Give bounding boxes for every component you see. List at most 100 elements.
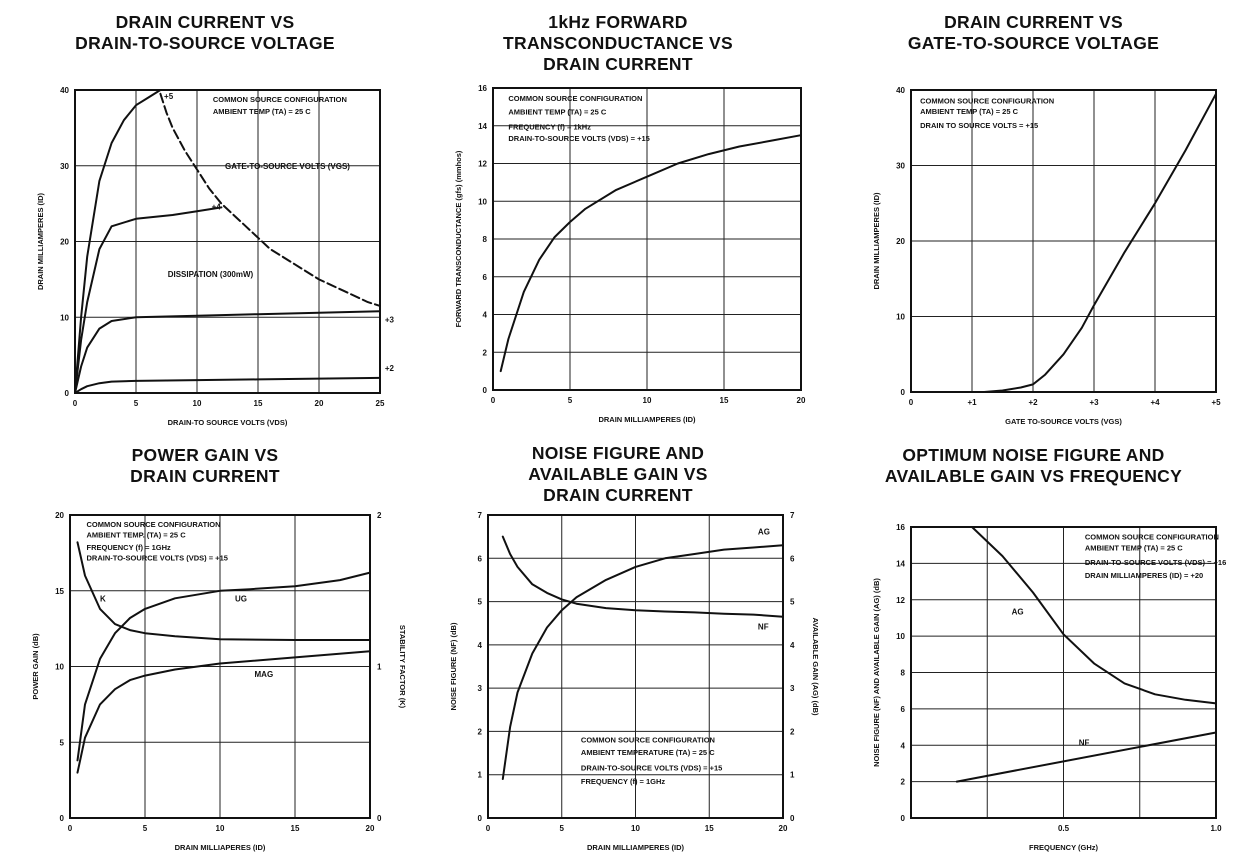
y-tick-label: 2 bbox=[478, 727, 483, 736]
y-tick-label: 30 bbox=[896, 162, 905, 171]
x-axis-label: DRAIN-TO SOURCE VOLTS (VDS) bbox=[168, 418, 288, 427]
y-tick-label: 3 bbox=[478, 684, 483, 693]
y-tick-label: 1 bbox=[478, 771, 483, 780]
chart-title: DRAIN CURRENT VS GATE-TO-SOURCE VOLTAGE bbox=[907, 12, 1160, 53]
chart-note: COMMON SOURCE CONFIGURATION bbox=[87, 520, 221, 529]
x-tick-label: 0 bbox=[73, 399, 78, 408]
y-right-tick-label: 2 bbox=[790, 727, 795, 736]
curve-label: GATE-TO-SOURCE VOLTS (VGS) bbox=[225, 162, 350, 171]
curve-label: NF bbox=[758, 623, 769, 632]
x-tick-label: 5 bbox=[134, 399, 139, 408]
y-tick-label: 20 bbox=[60, 238, 69, 247]
y-right-tick-label: 7 bbox=[790, 511, 795, 520]
y-tick-label: 12 bbox=[478, 160, 487, 169]
x-axis-label: DRAIN MILLIAMPERES (ID) bbox=[587, 843, 685, 852]
chart-panel-2: 1kHz FORWARD TRANSCONDUCTANCE VS DRAIN C… bbox=[413, 0, 823, 435]
y-tick-label: 10 bbox=[896, 313, 905, 322]
y-right-tick-label: 0 bbox=[377, 814, 382, 823]
x-tick-label: 0 bbox=[486, 824, 491, 833]
y-tick-label: 4 bbox=[483, 311, 488, 320]
x-tick-label: 20 bbox=[797, 396, 806, 405]
series-line bbox=[501, 535, 784, 618]
curve-label: +3 bbox=[385, 316, 395, 325]
y-tick-label: 10 bbox=[55, 663, 64, 672]
y-tick-label: 6 bbox=[483, 273, 488, 282]
x-axis-label: DRAIN MILLIAPERES (ID) bbox=[175, 843, 266, 852]
y-tick-label: 30 bbox=[60, 162, 69, 171]
y-tick-label: 5 bbox=[60, 738, 65, 747]
series-line bbox=[74, 376, 381, 394]
chart-note: DRAIN TO SOURCE VOLTS = +15 bbox=[920, 121, 1038, 130]
chart-title: POWER GAIN VS DRAIN CURRENT bbox=[130, 445, 280, 486]
y-tick-label: 4 bbox=[901, 741, 906, 750]
y-tick-label: 2 bbox=[483, 348, 488, 357]
x-tick-label: 1.0 bbox=[1210, 824, 1222, 833]
x-tick-label: 5 bbox=[568, 396, 573, 405]
chart-note: AMBIENT TEMP (TA) = 25 C bbox=[213, 107, 311, 116]
y-tick-label: 2 bbox=[901, 778, 906, 787]
chart-note: FREQUENCY (f) = 1GHz bbox=[581, 777, 665, 786]
x-tick-label: 0 bbox=[491, 396, 496, 405]
series-line bbox=[955, 731, 1217, 783]
y-tick-label: 0 bbox=[901, 814, 906, 823]
chart-note: DRAIN-TO-SOURCE VOLTS (VDS) = +16 bbox=[1085, 558, 1226, 567]
curve-label: NF bbox=[1079, 738, 1090, 747]
y-tick-label: 10 bbox=[478, 197, 487, 206]
chart-panel-1: DRAIN CURRENT VS DRAIN-TO-SOURCE VOLTAGE… bbox=[0, 0, 410, 435]
x-tick-label: 5 bbox=[560, 824, 565, 833]
plot-frame bbox=[492, 87, 802, 391]
series-line bbox=[76, 541, 371, 641]
plot-frame bbox=[487, 514, 784, 819]
chart-note: AMBIENT TEMP. (TA) = 25 C bbox=[87, 531, 187, 540]
y-right-axis-label: STABILITY FACTOR (K) bbox=[398, 625, 407, 709]
y-right-tick-label: 0 bbox=[790, 814, 795, 823]
y-tick-label: 10 bbox=[896, 632, 905, 641]
chart-note: FREQUENCY (f) = 1kHz bbox=[508, 123, 591, 132]
curve-label: K bbox=[100, 594, 106, 603]
y-tick-label: 5 bbox=[478, 598, 483, 607]
x-axis-label: GATE TO-SOURCE VOLTS (VGS) bbox=[1005, 417, 1122, 426]
series-line bbox=[499, 134, 802, 373]
y-tick-label: 7 bbox=[478, 511, 483, 520]
chart-note: AMBIENT TEMP (TA) = 25 C bbox=[508, 107, 606, 116]
chart-note: FREQUENCY (f) = 1GHz bbox=[87, 543, 171, 552]
x-tick-label: 5 bbox=[143, 824, 148, 833]
chart-plot: 0.5 1.0 0 2 4 6 8 10 12 14 16 FREQUENCY (GHz) NOISE … bbox=[872, 523, 1226, 852]
chart-title: NOISE FIGURE AND AVAILABLE GAIN VS DRAIN… bbox=[528, 443, 708, 505]
plot-frame bbox=[74, 89, 381, 394]
y-tick-label: 15 bbox=[55, 587, 64, 596]
chart-panel-4: POWER GAIN VS DRAIN CURRENT 0 5 10 15 20 0 5 10… bbox=[0, 435, 410, 867]
x-tick-label: 15 bbox=[720, 396, 729, 405]
y-axis-label: NOISE FIGURE (NF) (dB) bbox=[449, 622, 458, 710]
x-tick-label: 0 bbox=[909, 398, 914, 407]
x-tick-label: 15 bbox=[705, 824, 714, 833]
chart-panel-6: OPTIMUM NOISE FIGURE AND AVAILABLE GAIN … bbox=[826, 435, 1241, 867]
y-right-tick-label: 4 bbox=[790, 641, 795, 650]
x-tick-label: 10 bbox=[631, 824, 640, 833]
y-axis-label: DRAIN MILLIAMPERES (ID) bbox=[36, 192, 45, 290]
series-line bbox=[983, 92, 1217, 393]
x-tick-label: 15 bbox=[291, 824, 300, 833]
series-line bbox=[159, 92, 381, 307]
y-right-tick-label: 3 bbox=[790, 684, 795, 693]
y-tick-label: 0 bbox=[483, 386, 488, 395]
y-tick-label: 8 bbox=[901, 669, 906, 678]
curve-label: +5 bbox=[164, 92, 174, 101]
series-line bbox=[76, 571, 371, 762]
series-line bbox=[74, 206, 223, 394]
chart-note: COMMON SOURCE CONFIGURATION bbox=[920, 97, 1054, 106]
x-tick-label: +1 bbox=[967, 398, 977, 407]
x-tick-label: +4 bbox=[1150, 398, 1160, 407]
series-line bbox=[74, 310, 381, 394]
y-right-tick-label: 1 bbox=[377, 663, 382, 672]
chart-title: 1kHz FORWARD TRANSCONDUCTANCE VS DRAIN C… bbox=[503, 12, 733, 74]
chart-note: DRAIN-TO-SOURCE VOLTS (VDS) = +15 bbox=[508, 134, 649, 143]
x-tick-label: +3 bbox=[1089, 398, 1099, 407]
x-tick-label: 20 bbox=[315, 399, 324, 408]
y-tick-label: 20 bbox=[896, 237, 905, 246]
y-axis-label: FORWARD TRANSCONDUCTANCE (gfs) (mmhos) bbox=[454, 150, 463, 327]
curve-label: AG bbox=[758, 527, 770, 536]
x-tick-label: 25 bbox=[376, 399, 385, 408]
series-line bbox=[971, 526, 1217, 705]
curve-label: +2 bbox=[385, 364, 395, 373]
